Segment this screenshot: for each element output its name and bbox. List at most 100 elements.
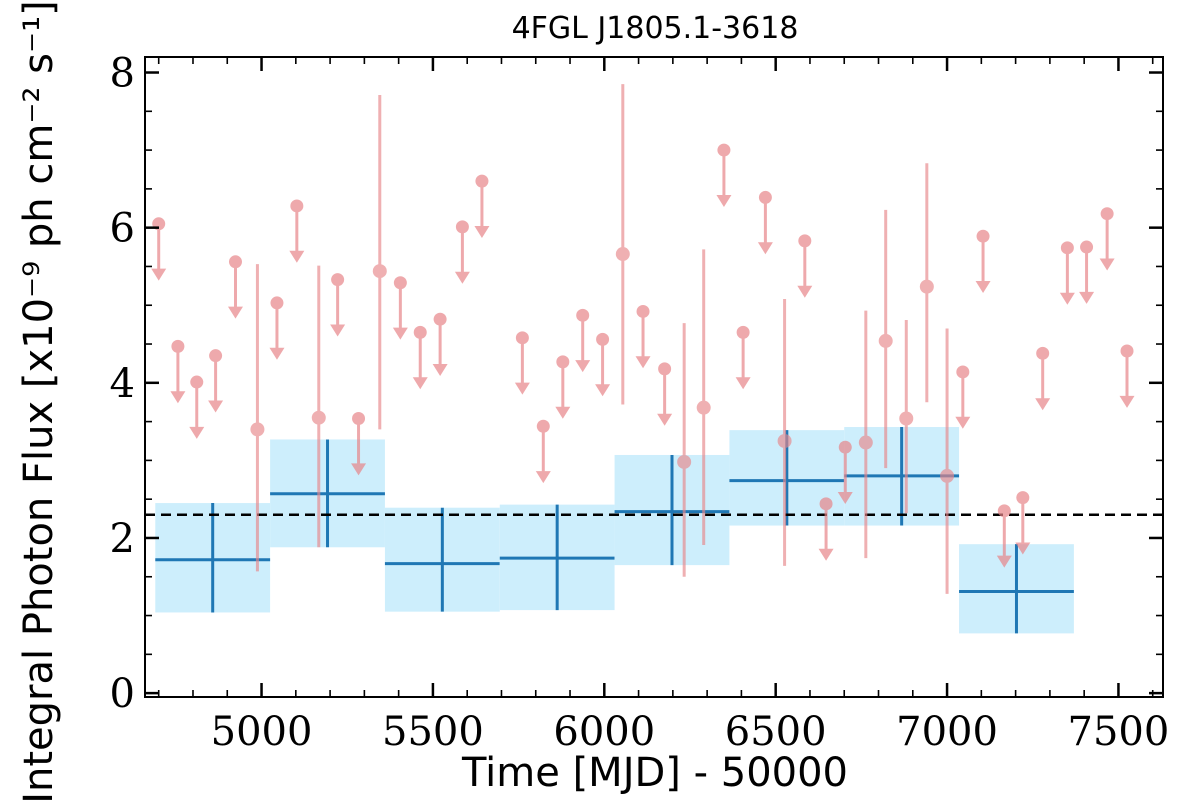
upper-limit-15 [535,419,551,484]
upper-limit-marker [455,220,469,234]
data-points-layer [151,84,1135,594]
upper-limit-arrowhead [535,471,551,484]
detection-marker [250,422,265,437]
upper-limit-arrowhead [1099,258,1115,271]
upper-limit-marker [290,199,304,213]
upper-limit-marker [717,143,731,157]
upper-limit-arrowhead [432,364,448,377]
x-tick-label: 7500 [1068,709,1170,755]
y-tick-label: 0 [110,671,135,717]
upper-limit-20 [657,362,673,426]
upper-limit-arrowhead [657,413,673,426]
upper-limit-marker [1100,207,1114,221]
upper-limit-16 [555,355,571,419]
detection-point-3 [615,84,630,405]
upper-limit-marker [596,332,610,346]
upper-limit-arrowhead [818,548,834,561]
detection-point-6 [777,299,792,566]
x-tick-label: 5500 [382,709,484,755]
upper-limit-6 [289,199,305,263]
upper-limit-19 [635,304,651,369]
upper-limit-marker [1016,491,1030,505]
upper-limit-marker [433,312,447,326]
upper-limit-arrowhead [1119,395,1135,408]
flux-bin-1 [270,439,385,548]
upper-limit-5 [269,296,285,360]
upper-limit-marker [758,190,772,204]
upper-limit-8 [351,412,367,476]
upper-limit-arrowhead [975,281,991,294]
y-tick-label: 4 [110,361,135,407]
upper-limit-marker [556,355,570,369]
x-axis-title: Time [MJD] - 50000 [461,750,848,796]
upper-limit-arrowhead [1079,291,1095,304]
upper-limit-marker [956,365,970,379]
flux-bin-7 [959,544,1074,634]
upper-limit-34 [1099,207,1115,271]
upper-limit-13 [474,174,490,238]
upper-limit-marker [393,276,407,290]
upper-limit-arrowhead [575,360,591,373]
axes-frame [144,56,1164,698]
upper-limit-marker [636,304,650,318]
upper-limit-29 [996,504,1012,568]
upper-limit-35 [1119,344,1135,408]
upper-limit-arrowhead [1059,292,1075,305]
flux-bin-0 [155,503,271,613]
detection-marker [372,264,387,279]
upper-limit-arrowhead [735,377,751,390]
upper-limit-marker [331,273,345,287]
detection-marker [940,468,955,483]
upper-limit-14 [514,331,530,395]
upper-limit-26 [837,440,853,505]
upper-limit-marker [819,497,833,511]
upper-limit-2 [189,375,205,439]
binned-flux-layer [155,427,1074,634]
upper-limit-arrowhead [837,492,853,505]
x-tick-label: 6000 [553,709,655,755]
upper-limit-arrowhead [289,250,305,263]
upper-limit-marker [209,349,223,363]
detection-point-7 [858,310,873,559]
detection-point-8 [878,209,893,469]
detection-marker [899,411,914,426]
upper-limit-23 [757,190,773,255]
x-tick-label: 6500 [725,709,827,755]
detection-point-4 [677,323,692,577]
upper-limit-marker [171,339,185,353]
upper-limit-marker [228,255,242,269]
detection-marker [677,454,692,469]
flux-bin-3 [499,504,615,611]
upper-limit-31 [1035,346,1051,411]
y-tick-label: 2 [110,516,135,562]
detection-point-9 [899,319,914,514]
upper-limit-7 [330,273,346,337]
upper-limit-arrowhead [454,271,470,284]
upper-limit-4 [227,255,243,319]
upper-limit-arrowhead [392,327,408,340]
flux-bin-2 [384,507,500,612]
upper-limit-arrowhead [330,324,346,337]
upper-limit-marker [413,325,427,339]
upper-limit-marker [658,362,672,376]
upper-limit-1 [170,339,186,404]
upper-limit-marker [838,440,852,454]
upper-limit-25 [818,497,834,561]
detection-marker [311,410,326,425]
upper-limit-marker [475,174,489,188]
upper-limit-arrowhead [797,285,813,298]
upper-limit-arrowhead [189,426,205,439]
chart-title: 4FGL J1805.1-3618 [512,11,799,46]
upper-limit-28 [955,365,971,429]
upper-limit-arrowhead [757,242,773,255]
upper-limit-arrowhead [170,391,186,404]
upper-limit-0 [151,217,167,281]
upper-limit-arrowhead [1015,542,1031,555]
upper-limit-24 [797,234,813,298]
detection-marker [777,434,792,448]
upper-limit-marker [1036,346,1050,360]
detection-point-5 [696,249,711,545]
upper-limit-marker [190,375,204,389]
detection-point-2 [372,95,387,430]
